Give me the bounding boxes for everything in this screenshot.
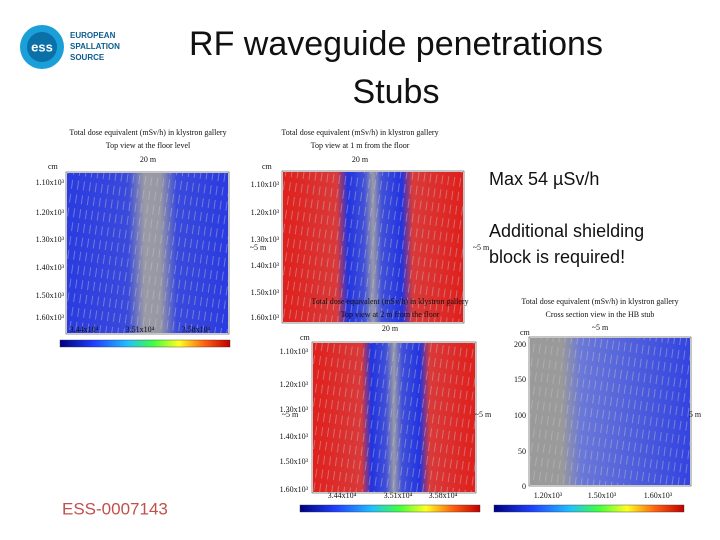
y-tick-label: 1.10x10³ — [251, 180, 280, 189]
y-tick-label: 1.30x10³ — [251, 235, 280, 244]
panel-title: Total dose equivalent (mSv/h) in klystro… — [521, 297, 678, 306]
logo-text: EUROPEAN — [70, 31, 116, 40]
unit-label: cm — [300, 333, 311, 342]
unit-label: cm — [520, 328, 531, 337]
panel-subtitle: Top view at 2 m from the floor — [341, 310, 440, 319]
slide-title: RF waveguide penetrations — [189, 25, 603, 63]
y-tick-label: 1.60x10³ — [280, 485, 309, 494]
panel-subtitle: Top view at 1 m from the floor — [311, 141, 410, 150]
dose-map-streaks — [67, 173, 228, 333]
note: Additional shielding — [489, 221, 644, 241]
y-tick-label: 1.20x10³ — [251, 208, 280, 217]
y-tick-label: 1.40x10³ — [251, 261, 280, 270]
logo-text: SPALLATION — [70, 42, 120, 51]
x-tick-label: 3.51x10⁴ — [126, 325, 155, 334]
width-label: 20 m — [352, 155, 369, 164]
color-bar — [299, 504, 481, 513]
x-tick-label: 1.60x10³ — [644, 491, 673, 500]
y-tick-label: 50 — [518, 447, 526, 456]
width-label: ~5 m — [592, 323, 609, 332]
slide-title: Stubs — [353, 73, 440, 111]
y-tick-label: 1.40x10³ — [36, 263, 65, 272]
dose-map-streaks — [283, 172, 463, 322]
y-tick-label: 1.60x10³ — [36, 313, 65, 322]
document-id: ESS-0007143 — [62, 499, 168, 518]
logo-text: SOURCE — [70, 53, 105, 62]
panel-subtitle: Top view at the floor level — [106, 141, 191, 150]
panel-title: Total dose equivalent (mSv/h) in klystro… — [281, 128, 438, 137]
y-tick-label: 1.60x10³ — [251, 313, 280, 322]
dose-map-streaks — [530, 338, 690, 485]
y-tick-label: 1.30x10³ — [36, 235, 65, 244]
x-tick-label: 3.44x10⁴ — [70, 325, 99, 334]
y-tick-label: 1.10x10³ — [280, 347, 309, 356]
x-tick-label: 3.51x10⁴ — [384, 491, 413, 500]
side-label: ~5 m — [475, 410, 492, 419]
y-tick-label: 1.40x10³ — [280, 432, 309, 441]
x-tick-label: 3.44x10⁴ — [328, 491, 357, 500]
color-bar — [59, 339, 231, 348]
panel-subtitle: Cross section view in the HB stub — [546, 310, 655, 319]
width-label: 20 m — [140, 155, 157, 164]
y-tick-label: 1.20x10³ — [36, 208, 65, 217]
note: Max 54 µSv/h — [489, 169, 599, 189]
note: block is required! — [489, 247, 625, 267]
y-tick-label: 150 — [514, 375, 526, 384]
color-bar — [493, 504, 685, 513]
x-tick-label: 3.58x10⁴ — [182, 325, 211, 334]
unit-label: cm — [48, 162, 59, 171]
panel-title: Total dose equivalent (mSv/h) in klystro… — [69, 128, 226, 137]
x-tick-label: 3.58x10⁴ — [429, 491, 458, 500]
side-label: ~5 m — [473, 243, 490, 252]
y-tick-label: 1.30x10³ — [280, 405, 309, 414]
panel-title: Total dose equivalent (mSv/h) in klystro… — [311, 297, 468, 306]
side-label: ~5 m — [282, 410, 299, 419]
y-tick-label: 100 — [514, 411, 526, 420]
y-tick-label: 1.50x10³ — [251, 288, 280, 297]
side-label: ~5 m — [250, 243, 267, 252]
y-tick-label: 1.50x10³ — [36, 291, 65, 300]
ess-logo: ess EUROPEAN SPALLATION SOURCE — [20, 25, 120, 69]
y-tick-label: 200 — [514, 340, 526, 349]
width-label: 20 m — [382, 324, 399, 333]
dose-map-streaks — [313, 343, 475, 492]
side-label: 5 m — [689, 410, 702, 419]
x-tick-label: 1.50x10³ — [588, 491, 617, 500]
y-tick-label: 1.10x10³ — [36, 178, 65, 187]
x-tick-label: 1.20x10³ — [534, 491, 563, 500]
y-tick-label: 1.50x10³ — [280, 457, 309, 466]
logo-mark: ess — [31, 39, 53, 54]
y-tick-label: 0 — [522, 482, 526, 491]
unit-label: cm — [262, 162, 273, 171]
y-tick-label: 1.20x10³ — [280, 380, 309, 389]
